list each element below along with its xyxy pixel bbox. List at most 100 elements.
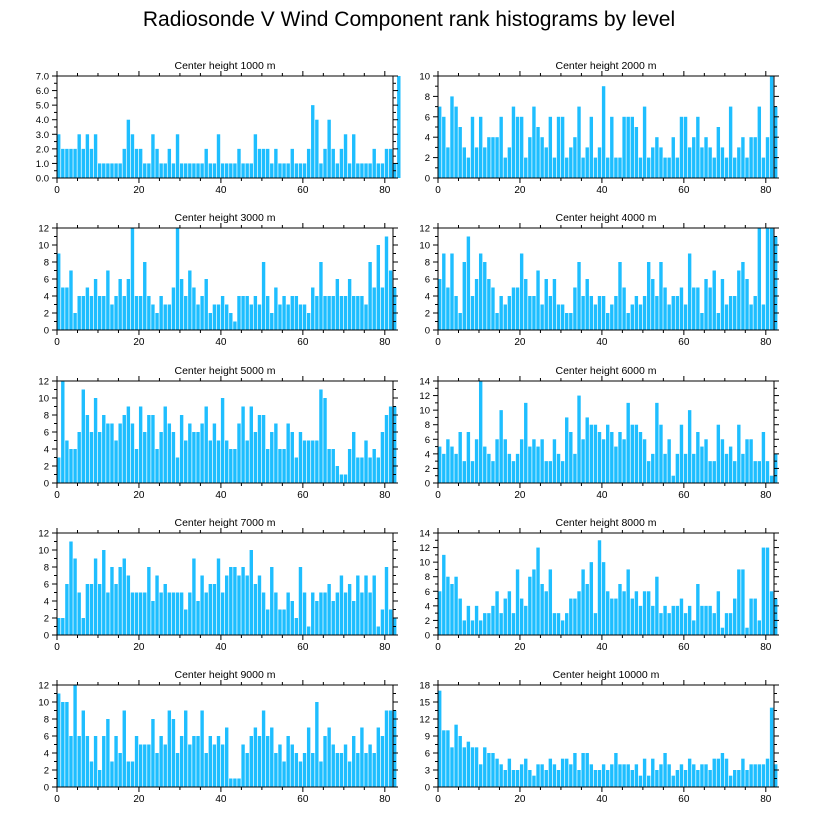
- x-tick-label: 20: [514, 794, 526, 805]
- y-tick-label: 0: [425, 174, 430, 185]
- histogram-bar: [774, 236, 778, 330]
- histogram-bar: [614, 296, 618, 330]
- histogram-bar: [274, 287, 278, 330]
- histogram-bar: [454, 576, 458, 635]
- histogram-bar: [470, 747, 475, 787]
- histogram-bar: [515, 287, 520, 330]
- histogram-bar: [565, 157, 569, 178]
- histogram-bar: [163, 406, 167, 483]
- histogram-bar: [212, 423, 217, 483]
- histogram-bar: [89, 296, 94, 330]
- y-tick-label: 4: [425, 601, 430, 612]
- histogram-bar: [130, 761, 135, 787]
- histogram-bar: [622, 287, 626, 330]
- histogram-bar: [155, 575, 159, 635]
- histogram-bar: [311, 440, 315, 483]
- histogram-bar: [110, 163, 114, 178]
- x-tick-label: 60: [678, 490, 690, 501]
- histogram-bar: [462, 747, 466, 787]
- histogram-bar: [167, 148, 172, 178]
- histogram-bar: [716, 758, 721, 787]
- histogram-bar: [454, 106, 458, 178]
- histogram-bar: [548, 296, 553, 330]
- histogram-bar: [585, 584, 589, 635]
- histogram-bar: [753, 764, 757, 787]
- histogram-bar: [143, 432, 147, 483]
- histogram-bar: [642, 106, 647, 178]
- histogram-bar: [478, 764, 483, 787]
- x-tick-label: 0: [54, 337, 60, 348]
- histogram-bar: [278, 163, 282, 178]
- histogram-bar: [245, 163, 249, 178]
- y-tick-label: 12: [419, 391, 430, 402]
- histogram-bar: [196, 304, 200, 330]
- histogram-bar: [708, 770, 712, 787]
- histogram-bar: [626, 402, 630, 483]
- histogram-bar: [155, 753, 159, 787]
- histogram-bar: [118, 423, 122, 483]
- histogram-bar: [265, 296, 270, 330]
- histogram-bar: [569, 432, 573, 483]
- histogram-bar: [352, 296, 356, 330]
- x-tick-label: 20: [133, 490, 145, 501]
- histogram-bar: [700, 313, 704, 330]
- histogram-bar: [114, 584, 118, 635]
- histogram-bar: [151, 719, 155, 787]
- histogram-bar: [208, 313, 213, 330]
- histogram-bar: [364, 440, 368, 483]
- histogram-bar: [483, 262, 487, 330]
- histogram-bar: [73, 148, 77, 178]
- histogram-bar: [597, 770, 602, 787]
- histogram-bar: [204, 148, 208, 178]
- y-tick-label: 8: [425, 92, 430, 103]
- histogram-bar: [315, 119, 319, 178]
- histogram-bar: [393, 406, 397, 483]
- histogram-bar: [126, 575, 131, 635]
- histogram-bar: [757, 764, 762, 787]
- histogram-bar: [388, 609, 393, 635]
- histogram-bar: [118, 753, 122, 787]
- histogram-bar: [659, 147, 663, 178]
- figure-title: Radiosonde V Wind Component rank histogr…: [142, 8, 676, 31]
- histogram-bar: [491, 137, 495, 178]
- x-tick-label: 60: [678, 794, 690, 805]
- histogram-bar: [663, 157, 667, 178]
- histogram-bar: [511, 287, 516, 330]
- histogram-bar: [450, 584, 454, 635]
- histogram-bar: [97, 296, 102, 330]
- histogram-bar: [638, 432, 643, 483]
- histogram-bar: [495, 313, 499, 330]
- histogram-bar: [327, 119, 331, 178]
- histogram-bar: [151, 134, 155, 178]
- histogram-bar: [216, 440, 221, 483]
- histogram-bar: [311, 287, 315, 330]
- histogram-bar: [73, 558, 77, 635]
- histogram-bar: [589, 116, 594, 178]
- histogram-bar: [278, 304, 282, 330]
- histogram-bar: [663, 753, 667, 787]
- histogram-bar: [704, 764, 708, 787]
- histogram-bar: [380, 736, 385, 787]
- histogram-bar: [118, 279, 122, 330]
- histogram-bar: [519, 598, 524, 635]
- histogram-bar: [147, 744, 151, 787]
- histogram-bar: [442, 253, 446, 330]
- histogram-bar: [85, 415, 90, 483]
- histogram-bar: [515, 116, 520, 178]
- histogram-bar: [708, 147, 712, 178]
- panel-title: Center height 10000 m: [553, 669, 660, 681]
- y-tick-label: 0: [44, 783, 49, 794]
- y-tick-label: 0: [425, 783, 430, 794]
- histogram-bar: [77, 134, 81, 178]
- histogram-bar: [556, 453, 561, 483]
- histogram-bar: [216, 304, 221, 330]
- histogram-bar: [216, 134, 221, 178]
- histogram-bar: [507, 147, 512, 178]
- x-tick-label: 80: [760, 794, 772, 805]
- histogram-bar: [122, 415, 126, 483]
- histogram-bar: [184, 440, 188, 483]
- histogram-bar: [569, 313, 573, 330]
- histogram-bar: [184, 163, 188, 178]
- histogram-bar: [138, 744, 143, 787]
- histogram-bar: [225, 304, 229, 330]
